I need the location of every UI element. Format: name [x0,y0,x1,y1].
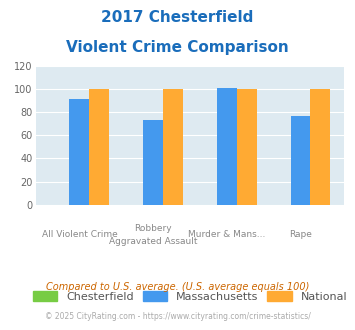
Text: Compared to U.S. average. (U.S. average equals 100): Compared to U.S. average. (U.S. average … [46,282,309,292]
Text: © 2025 CityRating.com - https://www.cityrating.com/crime-statistics/: © 2025 CityRating.com - https://www.city… [45,312,310,321]
Text: All Violent Crime: All Violent Crime [42,230,117,239]
Text: Violent Crime Comparison: Violent Crime Comparison [66,40,289,54]
Bar [89,89,109,205]
Bar [310,89,330,205]
Legend: Chesterfield, Massachusetts, National: Chesterfield, Massachusetts, National [28,286,351,306]
Text: Rape: Rape [289,230,312,239]
Text: Aggravated Assault: Aggravated Assault [109,237,197,246]
Text: 2017 Chesterfield: 2017 Chesterfield [101,10,254,25]
Text: Robbery: Robbery [134,224,172,233]
Bar [237,89,257,205]
Bar [143,120,163,205]
Bar [217,88,237,205]
Text: Murder & Mans...: Murder & Mans... [188,230,266,239]
Bar [290,115,310,205]
Bar [70,100,89,205]
Bar [163,89,183,205]
